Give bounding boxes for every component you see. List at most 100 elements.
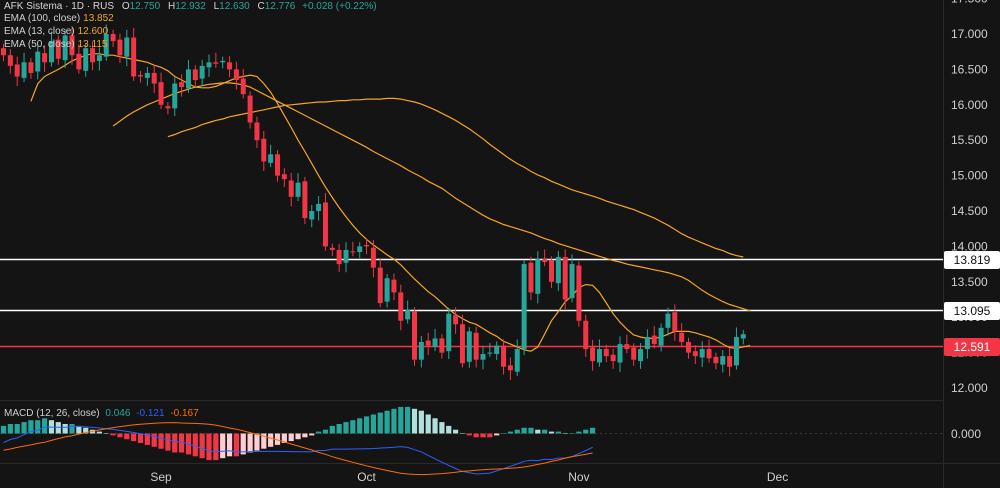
level-tag-13819[interactable]: 13.819 (944, 251, 1000, 269)
high-value: 12.932 (175, 1, 206, 12)
candle-body (631, 347, 637, 360)
symbol-name: AFK Sistema · 1D · RUS (4, 1, 115, 12)
macd-hist-bar (576, 431, 582, 434)
candle-body (179, 82, 185, 88)
candle-body (727, 356, 733, 367)
candle-body (357, 246, 363, 253)
macd-hist-bar (172, 433, 178, 453)
candle-body (638, 349, 644, 362)
macd-hist-bar (137, 433, 144, 443)
macd-hist-bar (363, 416, 370, 434)
candle-body (288, 180, 294, 197)
macd-hist-bar (213, 433, 219, 461)
candle-body (69, 35, 75, 56)
x-tick-label-dec: Dec (767, 470, 788, 484)
candle-body (453, 315, 459, 325)
candle-body (549, 260, 554, 282)
candle-body (480, 354, 486, 360)
macd-hist-bar (528, 427, 534, 434)
candle-body (199, 65, 205, 79)
macd-hist-bar (411, 408, 418, 434)
candle-body (590, 347, 596, 362)
candle-body (350, 251, 356, 253)
candle-body (131, 37, 137, 77)
macd-hist-bar (535, 429, 541, 434)
level-tag-13095[interactable]: 13.095 (944, 302, 1000, 320)
x-tick-label-oct: Oct (357, 470, 376, 484)
ema13-line (30, 53, 751, 352)
candle-body (83, 48, 89, 71)
candle-body (138, 75, 143, 77)
candle-body (610, 354, 616, 362)
candle-body (665, 313, 671, 328)
macd-hist-bar (268, 433, 274, 447)
y-tick-label: 12.000 (951, 381, 988, 395)
close-value: 12.776 (264, 1, 296, 12)
macd-hist-bar (28, 420, 34, 434)
macd-hist-bar (117, 433, 123, 438)
macd-line-value: -0.121 (136, 408, 165, 419)
candle-body (261, 138, 267, 162)
macd-hist-bar (55, 422, 61, 434)
candle-body (569, 264, 575, 299)
macd-legend[interactable]: MACD (12, 26, close) 0.046 -0.121 -0.167 (4, 408, 199, 419)
close-label: C (257, 1, 265, 12)
candle-body (507, 365, 513, 371)
macd-hist-bar (425, 414, 431, 434)
candle-body (42, 53, 48, 63)
candle-body (370, 247, 376, 268)
candle-body (699, 349, 705, 358)
candle-body (281, 174, 287, 180)
candle-body (733, 337, 739, 366)
candle-body (48, 41, 54, 63)
candle-body (446, 313, 452, 352)
candle-body (343, 249, 349, 263)
macd-hist-bar (69, 424, 75, 434)
macd-hist-bar (322, 429, 329, 434)
candle-body (521, 264, 527, 350)
macd-hist-bar (480, 433, 486, 438)
macd-hist-bar (555, 431, 561, 434)
candle-body (124, 37, 130, 57)
macd-hist-bar (21, 422, 27, 434)
macd-hist-bar (439, 422, 445, 434)
candle-body (213, 62, 219, 64)
macd-hist-bar (240, 433, 246, 455)
candle-body (555, 257, 561, 284)
macd-hist-bar (83, 427, 89, 434)
macd-hist-bar (507, 431, 513, 434)
candle-body (220, 60, 226, 63)
macd-hist-bar (521, 427, 527, 434)
candle-body (185, 69, 191, 89)
macd-hist-bar (446, 425, 452, 434)
candle-body (562, 257, 568, 300)
candle-body (686, 341, 691, 353)
macd-hist-bar (562, 433, 568, 434)
ema50-label: EMA (50, close) (4, 39, 75, 50)
ema100-legend[interactable]: EMA (100, close) 13.852 (4, 13, 114, 24)
macd-hist-bar (110, 433, 116, 436)
macd-hist-value: 0.046 (105, 408, 131, 419)
ema50-legend[interactable]: EMA (50, close) 13.115 (4, 39, 107, 50)
y-tick-label: 16.000 (951, 98, 988, 112)
y-tick-label: 15.000 (951, 169, 988, 183)
candle-body (268, 154, 274, 163)
candle-body (329, 247, 335, 250)
ema13-legend[interactable]: EMA (13, close) 12.600 (4, 26, 108, 37)
macd-hist-bar (548, 431, 555, 434)
macd-hist-bar (473, 433, 479, 438)
macd-hist-bar (103, 433, 109, 434)
level-tag-12591[interactable]: 12.591 (944, 338, 1000, 356)
ema50-line (112, 82, 751, 312)
candle-body (21, 62, 27, 78)
macd-hist-bar (432, 418, 438, 434)
macd-hist-bar (192, 433, 198, 457)
candle-body (672, 312, 678, 332)
candle-body (466, 331, 472, 362)
macd-hist-bar (35, 420, 41, 434)
candle-body (658, 327, 664, 346)
x-tick-label-nov: Nov (568, 470, 589, 484)
candle-body (1, 48, 6, 56)
macd-hist-bar (377, 412, 383, 434)
